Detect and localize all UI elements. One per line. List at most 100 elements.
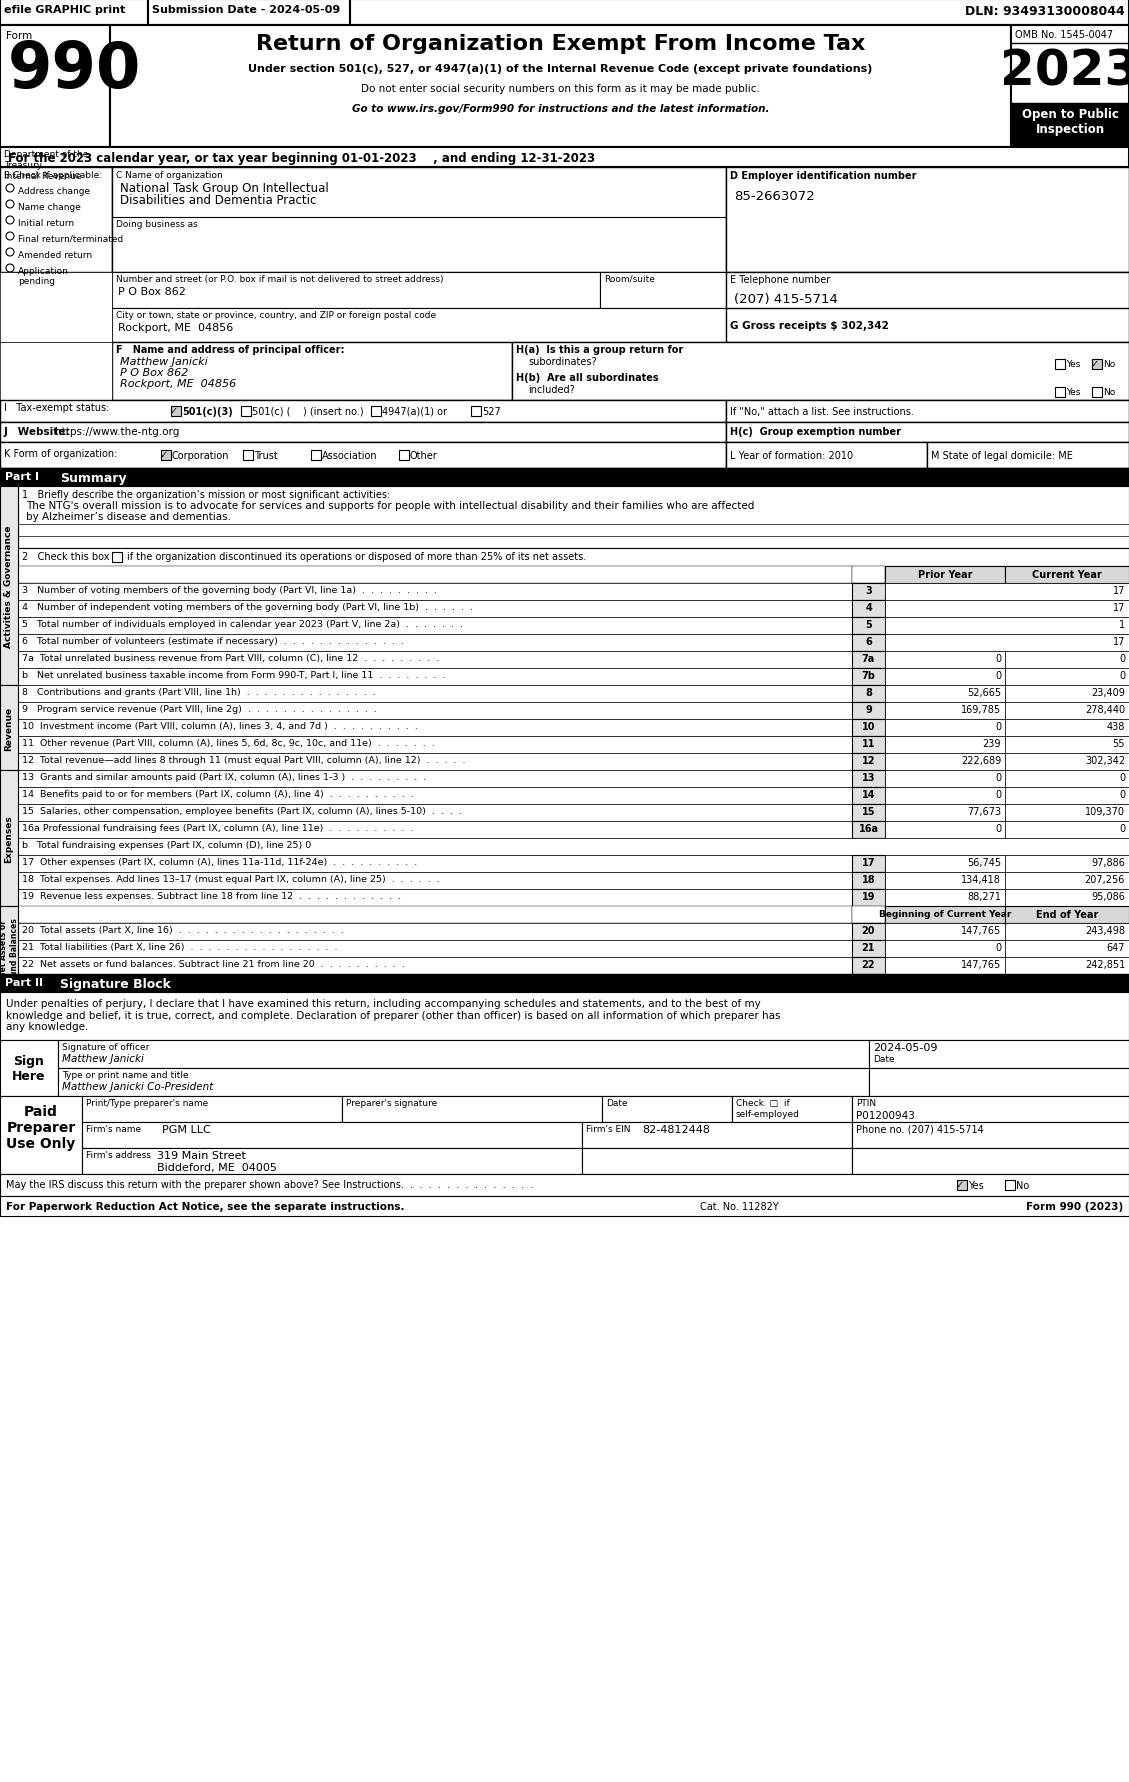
Text: if the organization discontinued its operations or disposed of more than 25% of : if the organization discontinued its ope… (126, 552, 586, 561)
Bar (18, 702, 852, 720)
Bar (240, 406, 251, 417)
Text: Preparer's signature: Preparer's signature (345, 1098, 437, 1107)
Text: 2   Check this box: 2 Check this box (21, 552, 110, 561)
Text: Rockport, ME  04856: Rockport, ME 04856 (119, 323, 234, 333)
Bar (885, 788, 1005, 804)
Bar (869, 1041, 1129, 1069)
Bar (148, 0, 350, 27)
Text: 222,689: 222,689 (961, 756, 1001, 766)
Bar (0, 1174, 1129, 1196)
Text: 21  Total liabilities (Part X, line 26)  .  .  .  .  .  .  .  .  .  .  .  .  .  : 21 Total liabilities (Part X, line 26) .… (21, 943, 338, 952)
Bar (852, 652, 885, 668)
Bar (885, 652, 1005, 668)
Text: H(a)  Is this a group return for: H(a) Is this a group return for (516, 344, 683, 355)
Text: 501(c)(3): 501(c)(3) (182, 406, 233, 417)
Text: 5: 5 (865, 620, 872, 629)
Text: 319 Main Street: 319 Main Street (157, 1151, 246, 1160)
Bar (0, 401, 726, 422)
Bar (852, 822, 885, 839)
Bar (1054, 360, 1065, 371)
Bar (852, 736, 885, 754)
Text: Matthew Janicki: Matthew Janicki (120, 356, 208, 367)
Text: 56,745: 56,745 (966, 857, 1001, 868)
Bar (852, 873, 885, 889)
Bar (1005, 788, 1129, 804)
Text: Other: Other (410, 451, 438, 462)
Bar (885, 584, 1129, 601)
Text: P01200943: P01200943 (856, 1110, 914, 1121)
Bar (852, 957, 885, 975)
Text: 0: 0 (995, 773, 1001, 782)
Bar (18, 804, 852, 822)
Bar (18, 907, 852, 923)
Bar (1092, 360, 1102, 371)
Text: Under section 501(c), 527, or 4947(a)(1) of the Internal Revenue Code (except pr: Under section 501(c), 527, or 4947(a)(1)… (248, 64, 873, 75)
Bar (0, 469, 1129, 486)
Text: The NTG's overall mission is to advocate for services and supports for people wi: The NTG's overall mission is to advocate… (26, 501, 754, 511)
Bar (1005, 702, 1129, 720)
Bar (1005, 686, 1129, 702)
Bar (1005, 804, 1129, 822)
Bar (18, 957, 852, 975)
Text: 17  Other expenses (Part IX, column (A), lines 11a-11d, 11f-24e)  .  .  .  .  . : 17 Other expenses (Part IX, column (A), … (21, 857, 418, 866)
Text: Yes: Yes (1066, 360, 1080, 369)
Text: 990: 990 (8, 39, 141, 102)
Bar (18, 822, 852, 839)
Text: Return of Organization Exempt From Income Tax: Return of Organization Exempt From Incom… (256, 34, 865, 53)
Text: 11: 11 (861, 738, 875, 748)
Bar (112, 552, 122, 563)
Text: 14  Benefits paid to or for members (Part IX, column (A), line 4)  .  .  .  .  .: 14 Benefits paid to or for members (Part… (21, 789, 413, 798)
Bar (18, 788, 852, 804)
Bar (852, 770, 885, 788)
Bar (18, 923, 852, 941)
Text: 243,498: 243,498 (1085, 925, 1124, 936)
Text: End of Year: End of Year (1035, 909, 1099, 920)
Bar (112, 168, 726, 273)
Text: 10: 10 (861, 722, 875, 732)
Text: 16a: 16a (858, 823, 878, 834)
Bar (18, 889, 852, 907)
Text: No: No (1103, 388, 1115, 397)
Text: Expenses: Expenses (5, 814, 14, 862)
Text: 4: 4 (865, 602, 872, 613)
Text: Go to www.irs.gov/Form990 for instructions and the latest information.: Go to www.irs.gov/Form990 for instructio… (352, 103, 769, 114)
Bar (18, 873, 852, 889)
Bar (0, 1096, 82, 1174)
Text: Prior Year: Prior Year (918, 570, 972, 579)
Text: Rockport, ME  04856: Rockport, ME 04856 (120, 380, 236, 388)
Text: E Telephone number: E Telephone number (730, 274, 830, 285)
Text: I   Tax-exempt status:: I Tax-exempt status: (5, 403, 110, 413)
Bar (852, 720, 885, 736)
Text: If "No," attach a list. See instructions.: If "No," attach a list. See instructions… (730, 406, 913, 417)
Bar (852, 804, 885, 822)
Bar (1005, 889, 1129, 907)
Bar (1005, 754, 1129, 770)
Text: 147,765: 147,765 (961, 959, 1001, 969)
Text: Matthew Janicki Co-President: Matthew Janicki Co-President (62, 1082, 213, 1091)
Bar (852, 584, 885, 601)
Text: Number and street (or P.O. box if mail is not delivered to street address): Number and street (or P.O. box if mail i… (116, 274, 444, 283)
Text: 7a: 7a (861, 654, 875, 663)
Text: Firm's EIN: Firm's EIN (586, 1124, 630, 1133)
Bar (726, 168, 1129, 273)
Bar (885, 736, 1005, 754)
Text: 2023: 2023 (1000, 48, 1129, 96)
Text: 0: 0 (1119, 773, 1124, 782)
Text: 0: 0 (995, 823, 1001, 834)
Bar (342, 1096, 602, 1123)
Bar (0, 148, 1129, 168)
Text: Association: Association (322, 451, 377, 462)
Text: 97,886: 97,886 (1091, 857, 1124, 868)
Bar (869, 1069, 1129, 1096)
Text: 52,665: 52,665 (966, 688, 1001, 697)
Text: Beginning of Current Year: Beginning of Current Year (878, 909, 1012, 918)
Bar (0, 975, 1129, 993)
Text: Name change: Name change (18, 203, 81, 212)
Bar (885, 567, 1005, 584)
Text: 3: 3 (865, 586, 872, 595)
Text: Submission Date - 2024-05-09: Submission Date - 2024-05-09 (152, 5, 340, 14)
Text: Corporation: Corporation (172, 451, 229, 462)
Text: H(b)  Are all subordinates: H(b) Are all subordinates (516, 372, 658, 383)
Text: 55: 55 (1112, 738, 1124, 748)
Text: 0: 0 (995, 943, 1001, 952)
